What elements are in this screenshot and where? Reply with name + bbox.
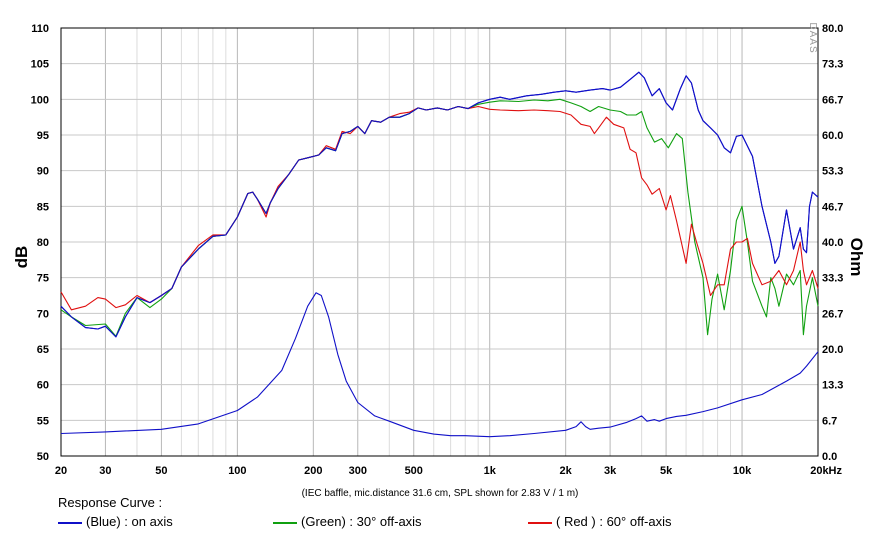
legend-label-green: (Green) : 30° off-axis	[301, 514, 422, 529]
legend-swatch-red	[528, 521, 552, 524]
legend-title: Response Curve :	[58, 495, 163, 510]
left-tick-label: 60	[37, 380, 49, 392]
x-tick-label: 30	[99, 465, 111, 477]
x-tick-label: 10k	[733, 465, 752, 477]
x-tick-label: 20	[55, 465, 67, 477]
x-tick-label: 200	[304, 465, 322, 477]
x-tick-label: 500	[405, 465, 423, 477]
right-tick-label: 40.0	[822, 237, 843, 249]
left-tick-label: 75	[37, 273, 49, 285]
x-tick-label: 5k	[660, 465, 673, 477]
right-tick-label: 0.0	[822, 451, 837, 463]
right-tick-label: 33.3	[822, 273, 843, 285]
x-axis-ticks: 20 30 50 100 200 300 500 1k 2k 3k 5k 10k 20kHz	[55, 465, 843, 477]
left-tick-label: 90	[37, 166, 49, 178]
right-tick-label: 46.7	[822, 201, 843, 213]
left-tick-label: 65	[37, 344, 49, 356]
legend-item-red: ( Red ) : 60° off-axis	[528, 514, 672, 529]
plot-frame	[60, 27, 819, 457]
x-tick-label: 50	[155, 465, 167, 477]
left-tick-label: 70	[37, 308, 49, 320]
chart-grid	[60, 27, 819, 457]
legend-item-blue: (Blue) : on axis	[58, 514, 173, 529]
left-tick-label: 95	[37, 130, 49, 142]
on-axis-curve-top	[60, 71, 819, 338]
measurement-note: (IEC baffle, mic.distance 31.6 cm, SPL s…	[302, 488, 579, 499]
left-tick-label: 85	[37, 201, 49, 213]
legend-item-green: (Green) : 30° off-axis	[273, 514, 422, 529]
legend-label-blue: (Blue) : on axis	[86, 514, 173, 529]
legend-swatch-blue	[58, 521, 82, 524]
right-tick-label: 6.7	[822, 415, 837, 427]
legend-swatch-green	[273, 521, 297, 524]
x-tick-label: 100	[228, 465, 246, 477]
legend: Response Curve : (Blue) : on axis (Green…	[58, 495, 858, 535]
right-tick-label: 20.0	[822, 344, 843, 356]
right-tick-label: 80.0	[822, 23, 843, 35]
left-axis-label: dB	[12, 246, 31, 269]
left-tick-label: 100	[31, 94, 49, 106]
right-tick-label: 26.7	[822, 308, 843, 320]
right-axis-label: Ohm	[847, 238, 866, 277]
chart-curves	[60, 71, 819, 438]
right-tick-label: 60.0	[822, 130, 843, 142]
x-tick-label: 20kHz	[810, 465, 842, 477]
60deg-off-axis-curve	[60, 105, 819, 311]
right-tick-label: 66.7	[822, 94, 843, 106]
left-tick-label: 80	[37, 237, 49, 249]
impedance-curve	[60, 292, 819, 438]
right-tick-label: 73.3	[822, 59, 843, 71]
watermark: DAAS	[807, 22, 818, 53]
x-tick-label: 3k	[604, 465, 617, 477]
x-tick-label: 1k	[484, 465, 497, 477]
left-tick-label: 50	[37, 451, 49, 463]
x-tick-label: 300	[349, 465, 367, 477]
right-tick-label: 53.3	[822, 166, 843, 178]
left-axis-ticks: 50 55 60 65 70 75 80 85 90 95 100 105 110	[31, 23, 49, 463]
left-tick-label: 55	[37, 415, 49, 427]
left-tick-label: 105	[31, 59, 49, 71]
right-axis-ticks: 0.0 6.7 13.3 20.0 26.7 33.3 40.0 46.7 53.3 60.0 66…	[822, 23, 843, 463]
x-tick-label: 2k	[560, 465, 573, 477]
left-tick-label: 110	[31, 23, 49, 35]
legend-label-red: ( Red ) : 60° off-axis	[556, 514, 672, 529]
right-tick-label: 13.3	[822, 380, 843, 392]
